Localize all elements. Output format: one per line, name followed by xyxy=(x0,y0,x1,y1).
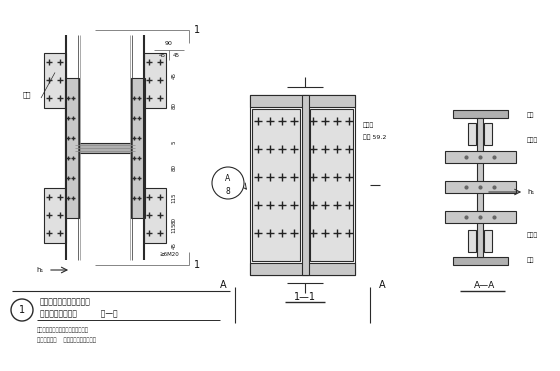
Bar xyxy=(468,123,476,145)
Circle shape xyxy=(212,167,244,199)
Text: 45: 45 xyxy=(172,53,180,58)
Text: 45: 45 xyxy=(171,72,176,79)
Text: 连接板: 连接板 xyxy=(527,137,538,143)
Text: 115: 115 xyxy=(171,222,176,233)
Bar xyxy=(302,95,309,275)
Text: 5: 5 xyxy=(171,141,176,144)
Text: 1—1: 1—1 xyxy=(294,292,316,302)
Text: 80: 80 xyxy=(171,217,176,223)
Text: 耳板: 耳板 xyxy=(22,92,31,98)
Text: A: A xyxy=(379,280,385,290)
Bar xyxy=(250,263,355,275)
Bar xyxy=(453,257,508,265)
Bar xyxy=(484,230,492,252)
Bar xyxy=(477,118,483,257)
Bar xyxy=(453,110,508,118)
Bar xyxy=(484,123,492,145)
Text: 接，腹板采用    摩擦型高强度螺栓连接: 接，腹板采用 摩擦型高强度螺栓连接 xyxy=(37,337,96,343)
Bar xyxy=(44,53,66,108)
Text: 耳板: 耳板 xyxy=(527,257,534,263)
Bar xyxy=(144,187,166,243)
Bar xyxy=(75,142,135,152)
Text: 8: 8 xyxy=(226,187,230,196)
Text: 1: 1 xyxy=(194,25,200,35)
Text: ≥6M20: ≥6M20 xyxy=(159,253,179,257)
Bar xyxy=(310,109,353,261)
Text: 连接板: 连接板 xyxy=(527,232,538,238)
Bar xyxy=(131,78,145,217)
Text: 115: 115 xyxy=(171,192,176,203)
Text: 90: 90 xyxy=(165,40,173,46)
Text: A: A xyxy=(225,174,231,183)
Bar xyxy=(144,53,166,108)
Bar xyxy=(468,230,476,252)
Text: 80: 80 xyxy=(171,164,176,171)
Bar xyxy=(445,211,516,223)
Text: 螺栓未用全螺纹的情况以双套得螺连: 螺栓未用全螺纹的情况以双套得螺连 xyxy=(37,327,89,333)
Bar xyxy=(445,181,516,193)
Text: 45: 45 xyxy=(171,242,176,249)
Bar xyxy=(445,151,516,163)
Text: 及耳板的设置构造          （—）: 及耳板的设置构造 （—） xyxy=(40,309,118,318)
Text: 参见 59.2: 参见 59.2 xyxy=(363,134,386,140)
Bar xyxy=(44,187,66,243)
Bar xyxy=(65,78,79,217)
Text: A—A: A—A xyxy=(474,280,496,289)
Text: 1: 1 xyxy=(19,305,25,315)
Text: h₁: h₁ xyxy=(527,189,534,195)
Bar xyxy=(252,109,300,261)
Text: 1: 1 xyxy=(194,260,200,270)
Text: 耳板: 耳板 xyxy=(527,112,534,118)
Text: h₁: h₁ xyxy=(37,267,44,273)
Bar xyxy=(250,95,355,275)
Text: 80: 80 xyxy=(171,102,176,108)
Text: 据尺寸: 据尺寸 xyxy=(363,122,374,128)
Bar xyxy=(250,95,355,107)
Text: A: A xyxy=(220,280,226,290)
Text: 45: 45 xyxy=(158,53,166,58)
Text: 工字形截面柱的工地拼接: 工字形截面柱的工地拼接 xyxy=(40,298,91,306)
